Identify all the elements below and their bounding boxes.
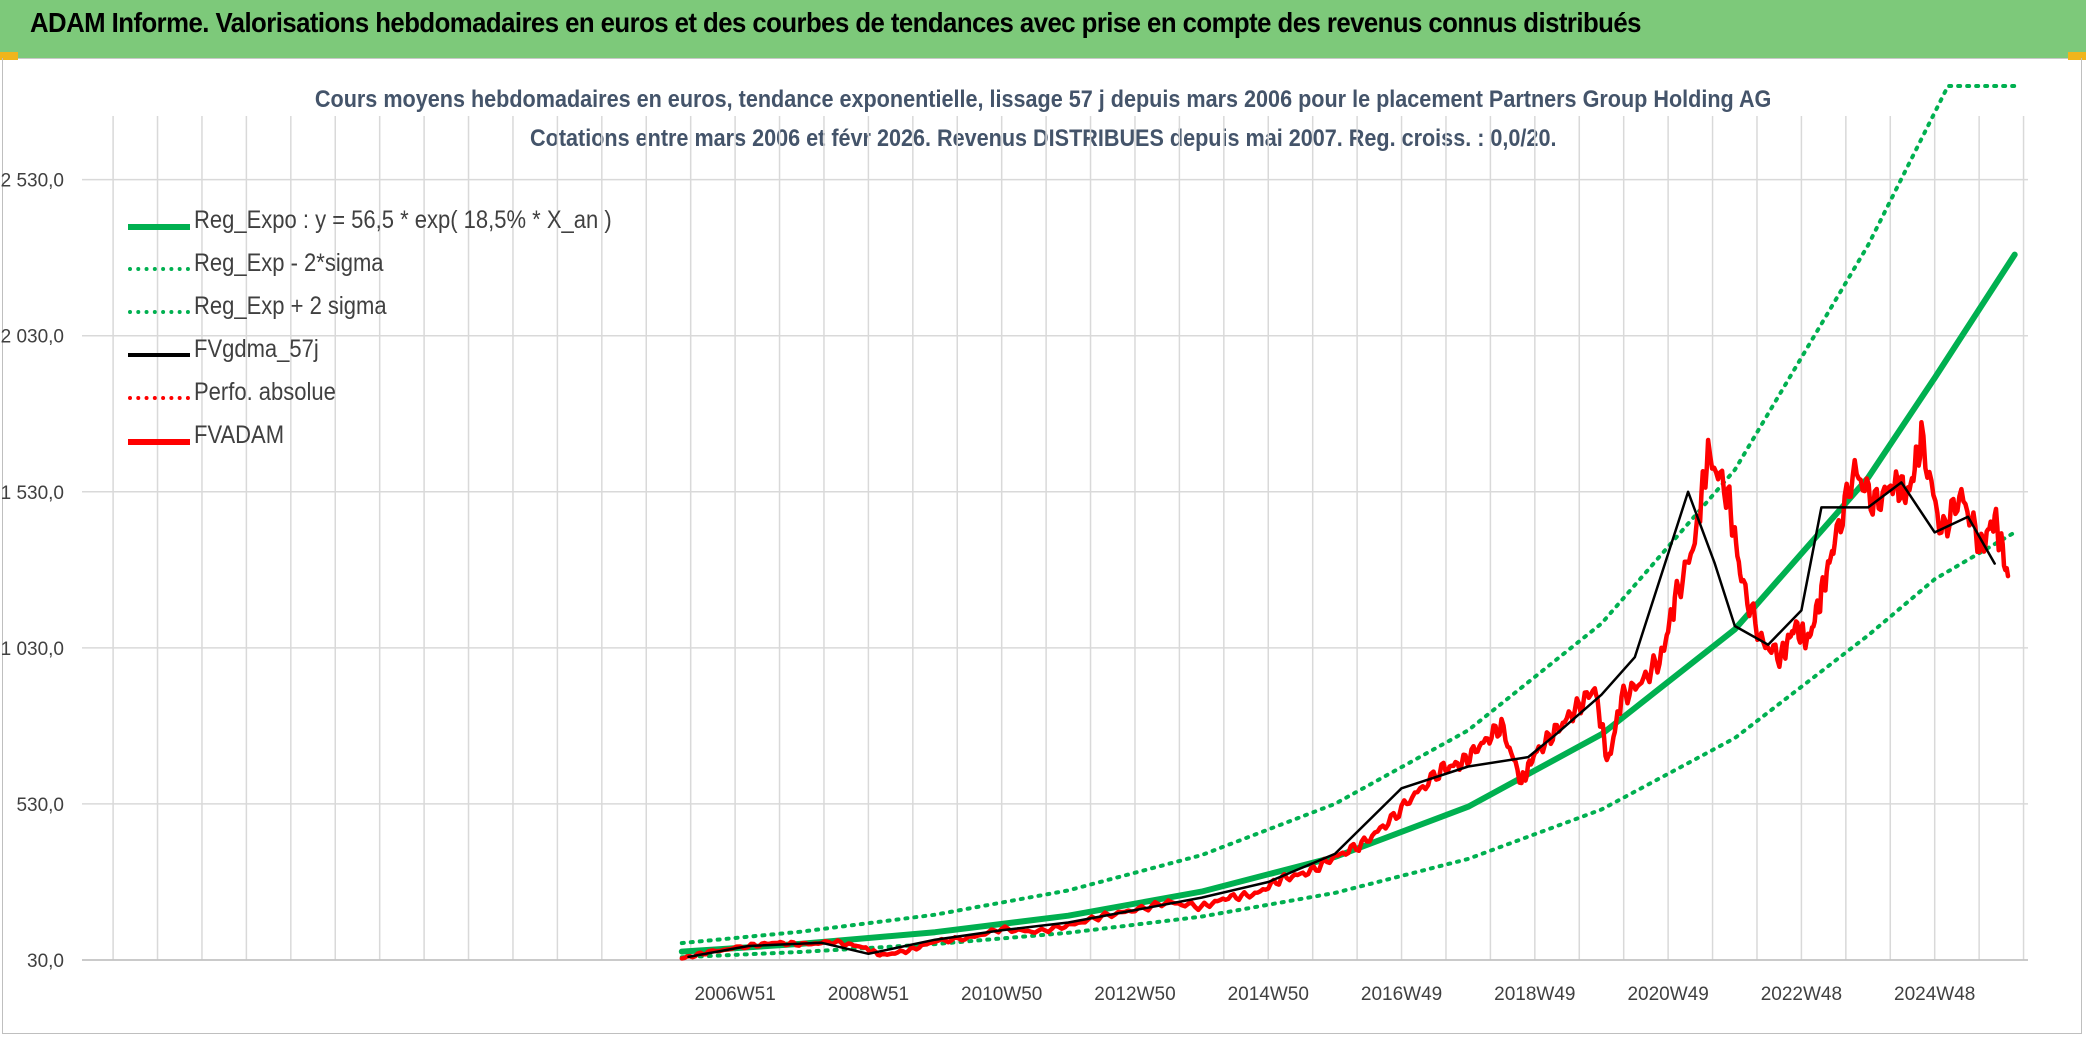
series-line-3 [687,481,1996,959]
y-tick-label: 2 530,0 [1,171,64,192]
x-tick-label: 2008W51 [828,984,909,1005]
x-tick-label: 2016W49 [1361,984,1442,1005]
x-tick-label: 2006W51 [694,984,775,1005]
series-line-5 [679,420,2011,961]
x-tick-label: 2022W48 [1761,984,1842,1005]
y-tick-label: 30,0 [27,951,64,972]
legend-label: Reg_Exp - 2*sigma [194,249,384,277]
legend-swatch [128,353,190,357]
x-tick-label: 2012W50 [1094,984,1175,1005]
series-line-2 [679,84,2017,946]
corner-mark-right [2068,52,2086,60]
legend-swatch [128,224,190,230]
series-line-0 [678,251,2018,955]
chart-series [678,84,2018,961]
legend-swatch [128,439,190,445]
chart-grid [82,116,2028,961]
legend-label: FVADAM [194,421,285,449]
x-tick-label: 2014W50 [1228,984,1309,1005]
series-line-1 [679,530,2017,960]
chart-title: Cours moyens hebdomadaires en euros, ten… [314,86,1772,113]
legend-swatch [128,310,190,314]
page-title: ADAM Informe. Valorisations hebdomadaire… [30,7,1641,38]
corner-mark-left [0,52,18,60]
x-tick-label: 2024W48 [1894,984,1975,1005]
chart-subtitle: Cotations entre mars 2006 et févr 2026. … [529,125,1557,152]
x-tick-label: 2010W50 [961,984,1042,1005]
y-tick-label: 1 530,0 [1,483,64,504]
y-tick-label: 2 030,0 [1,327,64,348]
legend-label: FVgdma_57j [194,335,319,363]
x-tick-label: 2018W49 [1494,984,1575,1005]
y-tick-label: 1 030,0 [1,639,64,660]
chart-frame [2,58,2082,1034]
y-tick-label: 530,0 [16,795,64,816]
header-banner: ADAM Informe. Valorisations hebdomadaire… [0,0,2086,59]
legend-swatch [128,267,190,271]
legend-label: Reg_Expo : y = 56,5 * exp( 18,5% * X_an … [194,206,612,234]
x-tick-label: 2020W49 [1627,984,1708,1005]
chart-axes: 30,0 530,0 1 030,0 1 530,0 2 030,0 2 530,0 200… [1,171,2028,1005]
legend-label: Perfo. absolue [194,378,336,406]
legend-swatch [128,396,190,400]
legend-label: Reg_Exp + 2 sigma [194,292,387,320]
